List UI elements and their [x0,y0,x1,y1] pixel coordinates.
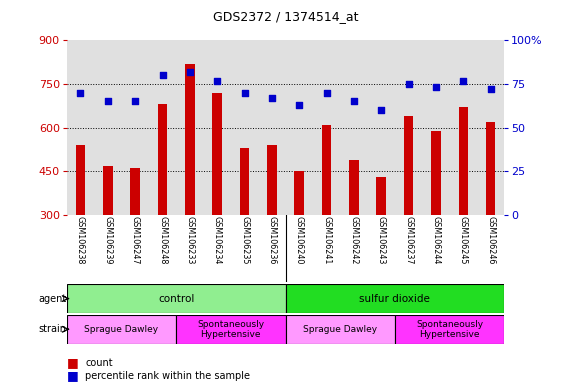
Point [131,98,140,104]
Bar [240,148,249,215]
Bar [213,93,222,215]
Text: GSM106243: GSM106243 [376,217,386,265]
Text: GSM106234: GSM106234 [213,217,222,265]
Point [404,81,413,87]
Text: GSM106246: GSM106246 [486,217,495,265]
Bar [185,64,195,215]
Text: GSM106236: GSM106236 [267,217,277,265]
Text: GSM106235: GSM106235 [240,217,249,265]
Text: GSM106242: GSM106242 [349,217,358,265]
Point [213,78,222,84]
Text: GDS2372 / 1374514_at: GDS2372 / 1374514_at [213,10,358,23]
Bar [404,116,414,215]
Point [185,69,195,75]
Bar [157,104,167,215]
Bar [67,284,286,313]
Bar [130,169,140,215]
Text: GSM106244: GSM106244 [432,217,440,265]
Bar [285,284,504,313]
Text: GSM106245: GSM106245 [459,217,468,265]
Text: strain: strain [39,324,67,334]
Bar [295,171,304,215]
Bar [67,315,176,344]
Text: GSM106233: GSM106233 [185,217,195,265]
Bar [376,177,386,215]
Bar [322,125,331,215]
Text: Spontaneously
Hypertensive: Spontaneously Hypertensive [416,319,483,339]
Bar [458,107,468,215]
Bar [76,145,85,215]
Bar [176,315,285,344]
Text: Sprague Dawley: Sprague Dawley [303,325,377,334]
Text: GSM106239: GSM106239 [103,217,112,265]
Bar [285,315,395,344]
Bar [103,166,113,215]
Point [349,98,358,104]
Bar [267,145,277,215]
Bar [486,122,496,215]
Text: ■: ■ [67,369,78,382]
Point [376,107,386,113]
Text: GSM106247: GSM106247 [131,217,139,265]
Text: GSM106238: GSM106238 [76,217,85,265]
Bar [349,160,358,215]
Text: sulfur dioxide: sulfur dioxide [360,293,431,304]
Text: Spontaneously
Hypertensive: Spontaneously Hypertensive [198,319,264,339]
Point [267,95,277,101]
Point [431,84,440,91]
Point [295,102,304,108]
Bar [395,315,504,344]
Text: ■: ■ [67,356,78,369]
Point [76,90,85,96]
Text: percentile rank within the sample: percentile rank within the sample [85,371,250,381]
Text: agent: agent [38,293,67,304]
Text: count: count [85,358,113,368]
Text: Sprague Dawley: Sprague Dawley [84,325,159,334]
Point [103,98,113,104]
Text: GSM106237: GSM106237 [404,217,413,265]
Point [486,86,495,92]
Point [240,90,249,96]
Point [322,90,331,96]
Text: control: control [158,293,195,304]
Point [158,72,167,78]
Text: GSM106241: GSM106241 [322,217,331,265]
Text: GSM106248: GSM106248 [158,217,167,265]
Point [458,78,468,84]
Bar [431,131,441,215]
Text: GSM106240: GSM106240 [295,217,304,265]
